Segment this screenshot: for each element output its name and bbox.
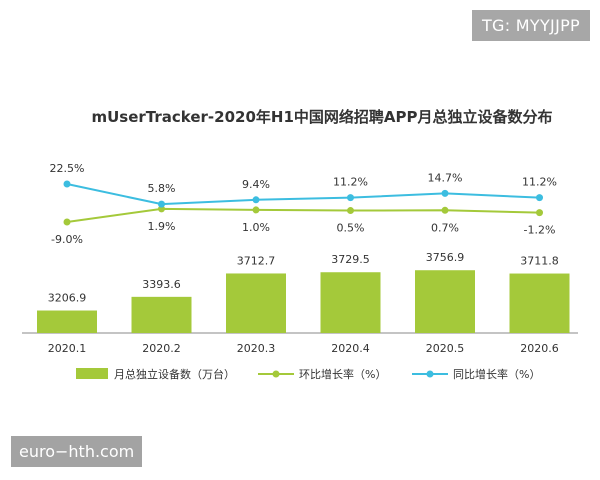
x-tick-2020.5: 2020.5 [426, 342, 465, 355]
bar-2020.5 [415, 270, 475, 333]
x-tick-2020.3: 2020.3 [237, 342, 276, 355]
mom-point-2020.5 [441, 206, 449, 214]
yoy-label-2020.6: 11.2% [522, 176, 557, 189]
yoy-label-2020.2: 5.8% [148, 182, 176, 195]
yoy-point-2020.2 [158, 200, 165, 208]
bar-label-2020.6: 3711.8 [520, 255, 559, 268]
yoy-point-2020.4 [347, 194, 354, 202]
mom-label-2020.6: -1.2% [524, 224, 556, 237]
yoy-point-2020.6 [536, 194, 543, 202]
mom-label-2020.5: 0.7% [431, 221, 459, 234]
legend-dot-yoy [426, 370, 434, 378]
yoy-label-2020.1: 22.5% [50, 162, 85, 175]
bar-label-2020.4: 3729.5 [331, 253, 370, 266]
mom-label-2020.2: 1.9% [148, 220, 176, 233]
legend-label-mom: 环比增长率（%） [299, 367, 386, 381]
mom-line [66, 207, 540, 223]
tag-badge: TG: MYYJJPP [471, 10, 590, 41]
bar-2020.1 [37, 310, 97, 333]
bar-2020.4 [320, 272, 381, 333]
legend-dot-mom [272, 370, 280, 378]
watermark-badge: euro−hth.com [11, 436, 143, 467]
mom-label-2020.1: -9.0% [51, 233, 83, 246]
mom-point-2020.6 [536, 209, 543, 217]
yoy-label-2020.4: 11.2% [333, 176, 368, 189]
yoy-point-2020.1 [63, 180, 71, 188]
bar-label-2020.1: 3206.9 [48, 292, 87, 305]
mom-label-2020.4: 0.5% [337, 222, 365, 235]
yoy-point-2020.3 [252, 196, 260, 204]
mom-point-2020.4 [347, 207, 354, 215]
mom-point-2020.3 [252, 206, 260, 214]
bar-label-2020.3: 3712.7 [237, 254, 276, 267]
bar-label-2020.2: 3393.6 [142, 278, 181, 291]
x-tick-2020.2: 2020.2 [142, 342, 181, 355]
chart-title: mUserTracker-2020年H1中国网络招聘APP月总独立设备数分布 [91, 108, 552, 126]
bar-2020.2 [131, 296, 192, 333]
bar-label-2020.5: 3756.9 [426, 251, 465, 264]
x-tick-2020.4: 2020.4 [331, 342, 370, 355]
yoy-point-2020.5 [441, 189, 449, 197]
mom-label-2020.3: 1.0% [242, 221, 270, 234]
x-tick-2020.1: 2020.1 [48, 342, 87, 355]
bar-2020.6 [509, 273, 570, 333]
legend-label-yoy: 同比增长率（%） [453, 367, 540, 381]
yoy-line [66, 183, 540, 206]
yoy-label-2020.3: 9.4% [242, 178, 270, 191]
legend-swatch-bar [76, 368, 108, 379]
bar-2020.3 [226, 273, 286, 333]
mom-point-2020.1 [63, 218, 71, 226]
x-tick-2020.6: 2020.6 [520, 342, 559, 355]
legend-label-bar: 月总独立设备数（万台） [114, 367, 235, 381]
yoy-label-2020.5: 14.7% [428, 171, 463, 184]
